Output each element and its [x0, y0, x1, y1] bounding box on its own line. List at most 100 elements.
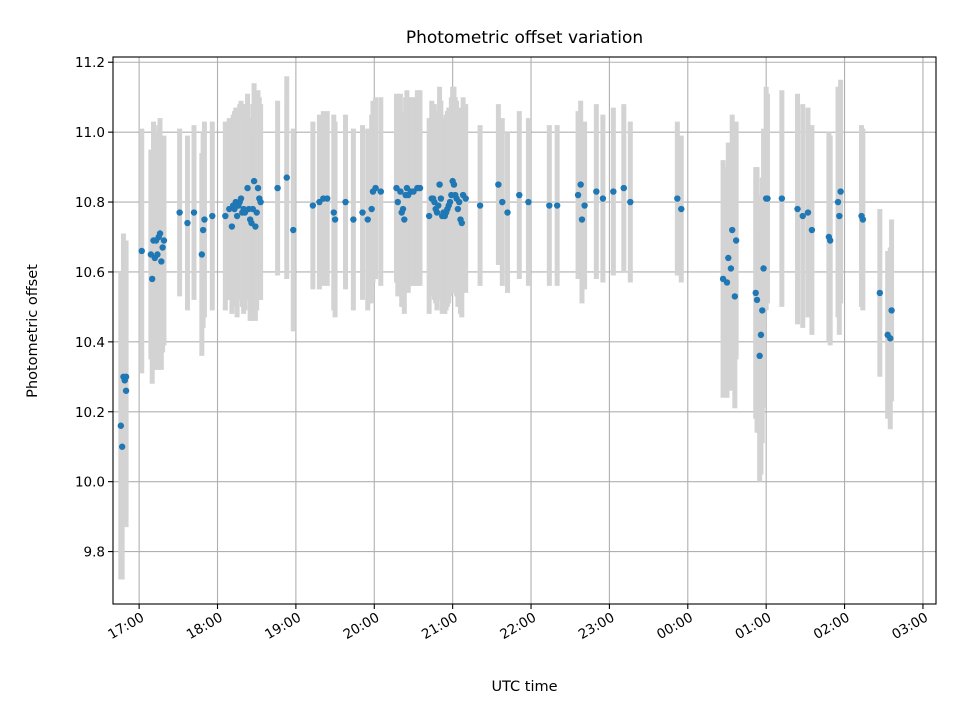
data-point	[826, 237, 834, 244]
data-point	[416, 184, 424, 192]
data-point	[433, 209, 441, 216]
data-point	[154, 251, 161, 258]
data-point	[757, 331, 765, 339]
data-point	[425, 212, 433, 220]
data-point	[290, 226, 297, 234]
data-point	[250, 177, 258, 185]
data-point	[578, 216, 586, 223]
data-point	[610, 188, 617, 195]
data-point	[184, 219, 191, 227]
data-point	[808, 226, 816, 234]
data-point	[804, 209, 812, 216]
y-tick-label: 10.4	[75, 335, 105, 351]
data-point	[283, 174, 290, 181]
data-point	[122, 373, 130, 381]
data-point	[198, 251, 206, 258]
data-point	[753, 296, 761, 304]
data-point	[553, 202, 561, 209]
data-point	[201, 216, 208, 223]
data-point	[446, 198, 454, 206]
data-point	[342, 198, 349, 206]
data-point	[799, 212, 806, 220]
data-point	[495, 181, 502, 188]
data-point	[274, 184, 281, 192]
data-point	[159, 244, 166, 251]
data-point	[399, 205, 407, 213]
data-point	[723, 279, 731, 286]
data-point	[476, 202, 484, 209]
data-point	[368, 205, 375, 213]
data-point	[794, 205, 801, 213]
data-point	[627, 198, 634, 206]
data-point	[888, 307, 895, 314]
data-point	[377, 188, 385, 195]
data-point	[574, 191, 582, 199]
data-point	[233, 212, 241, 220]
data-point	[859, 216, 867, 223]
x-axis-title: UTC time	[491, 679, 557, 695]
data-point	[138, 247, 145, 255]
data-point	[678, 205, 685, 213]
data-point	[764, 195, 771, 202]
data-point	[577, 181, 584, 188]
data-point	[620, 184, 627, 192]
data-point	[504, 209, 511, 216]
y-tick-label: 9.8	[84, 545, 105, 561]
data-point	[436, 181, 443, 188]
data-point	[359, 209, 366, 216]
data-point	[397, 188, 404, 195]
data-point	[122, 387, 130, 394]
data-point	[350, 216, 357, 223]
data-point	[756, 352, 763, 360]
data-point	[876, 289, 884, 297]
data-point	[324, 195, 331, 202]
data-point	[228, 223, 236, 230]
y-axis-title: Photometric offset	[25, 264, 41, 398]
data-point	[454, 205, 462, 213]
data-point	[222, 212, 229, 220]
data-point	[190, 209, 198, 216]
data-point	[450, 181, 458, 188]
data-point	[257, 198, 264, 206]
data-point	[525, 198, 532, 206]
y-tick-label: 11.2	[75, 55, 105, 71]
data-point	[252, 223, 259, 230]
data-point	[372, 184, 379, 192]
data-point	[727, 265, 735, 272]
y-axis: 9.8 10.0 10.2 10.4 10.6 10.8 11.0 11.2	[75, 55, 113, 561]
data-point	[760, 265, 767, 272]
data-point	[546, 202, 553, 209]
data-point	[401, 216, 408, 223]
data-point	[148, 275, 156, 283]
data-point	[752, 289, 759, 297]
data-point	[759, 307, 766, 314]
data-point	[254, 184, 262, 192]
data-point	[834, 198, 842, 206]
data-point	[209, 212, 216, 220]
data-point	[364, 216, 371, 223]
data-point	[244, 184, 251, 192]
data-point	[732, 237, 740, 244]
data-point	[176, 209, 183, 216]
data-point	[117, 422, 125, 429]
data-point	[199, 226, 207, 234]
data-point	[836, 212, 843, 220]
y-tick-label: 10.2	[75, 405, 105, 421]
data-point	[437, 195, 445, 202]
data-point	[725, 254, 732, 262]
data-point	[516, 191, 523, 199]
data-point	[581, 202, 588, 209]
data-point	[237, 195, 245, 202]
y-tick-label: 10.6	[75, 265, 105, 281]
y-tick-label: 10.8	[75, 195, 105, 211]
data-point	[331, 216, 339, 223]
y-tick-label: 11.0	[75, 125, 105, 141]
data-point	[778, 195, 786, 202]
data-point	[435, 202, 442, 209]
data-point	[593, 188, 600, 195]
data-point	[674, 195, 681, 202]
data-point	[887, 335, 894, 342]
data-point	[731, 293, 739, 300]
data-point	[455, 198, 463, 206]
